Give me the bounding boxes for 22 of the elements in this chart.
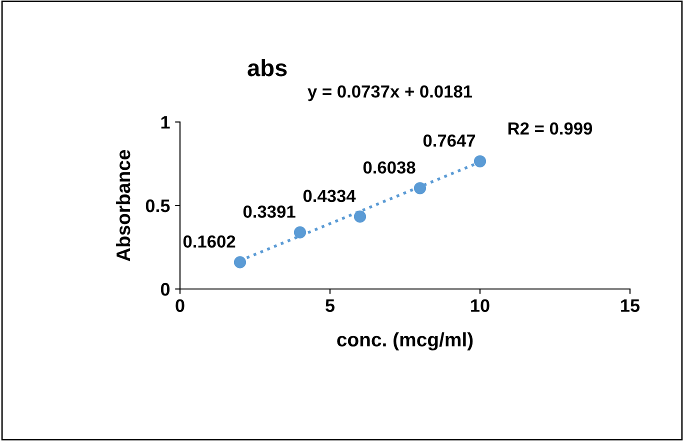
data-label: 0.1602: [183, 235, 236, 248]
point: [234, 256, 246, 268]
data-label: 0.6038: [363, 161, 416, 174]
data-label: 0.7647: [423, 134, 476, 147]
data-label: 0.3391: [243, 206, 296, 218]
y-axis-title: Absorbance: [116, 150, 130, 262]
x-tick-label: 5: [326, 299, 335, 312]
y-tick-label: 1: [161, 116, 170, 129]
text: y = 0.0737x + 0.0181: [308, 85, 472, 102]
point: [354, 210, 366, 223]
x-axis-title: conc. (mcg/ml): [337, 332, 473, 350]
annotation: R2 = 0.999: [508, 122, 592, 135]
data-label: 0.4334: [303, 190, 356, 202]
point: [414, 182, 426, 194]
x-tick-label: 0: [176, 299, 184, 312]
y-tick-label: 0: [160, 282, 170, 296]
chart-title: abs: [248, 58, 287, 76]
point: [474, 155, 486, 168]
y-tick-label: 0.5: [146, 199, 170, 212]
point: [294, 226, 306, 238]
x-tick-label: 10: [471, 299, 490, 312]
x-tick-label: 15: [621, 299, 640, 312]
